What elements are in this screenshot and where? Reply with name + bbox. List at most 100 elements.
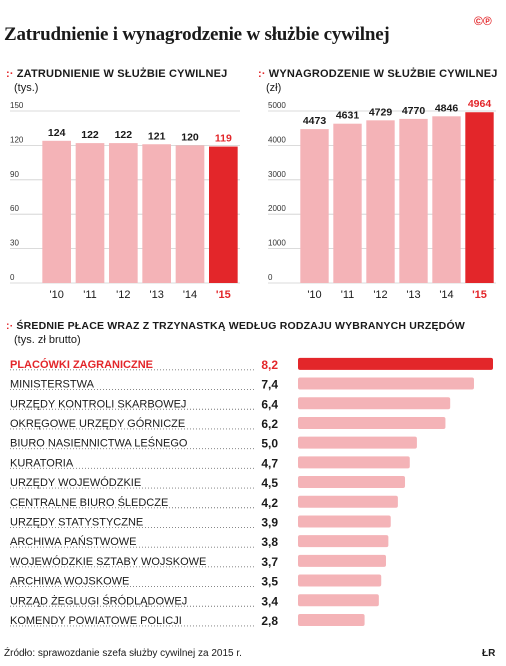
row-value-label: 3,8 [261,535,278,549]
chart2-bar [300,129,329,283]
chart1-bar [209,146,238,283]
row-value-label: 3,7 [261,555,278,569]
chart2-bar [432,116,461,283]
chart1-value-label: 120 [181,131,199,143]
chart2-category-label: '12 [373,289,387,301]
row-value-label: 4,2 [261,496,278,510]
chart1-category-label: '12 [116,289,130,301]
chart1-tick-label: 90 [10,170,19,179]
chart2-category-label: '15 [472,289,487,301]
chart1-category-label: '14 [183,289,197,301]
row-value-label: 2,8 [261,614,278,628]
row-label: URZĘDY WOJEWÓDZKIE [10,476,141,489]
row-label: CENTRALNE BIURO ŚLEDCZE [10,496,168,509]
row-value-label: 3,4 [261,594,278,608]
row-value-label: 8,2 [261,358,278,372]
chart2-bar [465,112,494,283]
chart1-value-label: 119 [215,133,232,145]
row-value-label: 5,0 [261,437,278,451]
bullet-icon: :· [6,68,14,80]
chart3-title-row: :· Średnie płace wraz z trzynastką według… [6,320,465,332]
bullet-icon: :· [6,320,14,332]
chart1-tick-label: 60 [10,204,19,213]
row-label: MINISTERSTWA [10,379,95,391]
chart2-value-label: 4473 [303,115,327,127]
row-value-label: 4,5 [261,476,278,490]
row-value-label: 6,4 [261,397,278,411]
chart1-bar [75,143,105,283]
chart1-bar [175,145,205,283]
chart2-unit: (zł) [266,82,282,94]
row-bar [298,416,446,429]
chart2-category-label: '11 [341,289,355,301]
chart2-bar [333,123,362,283]
page-title: Zatrudnienie i wynagrodzenie w służbie c… [4,24,390,45]
row-label: KOMENDY POWIATOWE POLICJI [10,615,182,627]
row-label: ARCHIWA WOJSKOWE [10,576,129,588]
row-bar [298,397,451,410]
chart2-bar [399,118,428,283]
row-bar [298,377,474,390]
chart1-tick-label: 150 [10,101,24,110]
chart2-category-label: '13 [406,289,420,301]
chart3-unit: (tys. zł brutto) [14,334,81,346]
chart1-title: Zatrudnienie w służbie cywilnej [16,68,228,80]
bullet-icon: :· [258,68,266,80]
chart1-tick-label: 120 [10,135,24,144]
source-note: Źródło: sprawozdanie szefa służby cywiln… [4,648,242,659]
chart1-category-label: '13 [149,289,163,301]
chart2-tick-label: 3000 [268,170,286,179]
row-bar [298,515,391,528]
row-bar [298,456,410,469]
row-bar [298,574,382,587]
chart1-category-label: '10 [49,289,63,301]
row-label: ARCHIWA PAŃSTWOWE [10,535,137,548]
row-label: URZĄD ŻEGLUGI ŚRÓDLĄDOWEJ [10,594,187,607]
row-label: PLACÓWKI ZAGRANICZNE [10,358,153,371]
chart2-value-label: 4729 [369,106,393,118]
chart2-value-label: 4770 [402,105,426,117]
chart2-category-label: '14 [439,289,453,301]
row-value-label: 3,9 [261,515,278,529]
chart1-bar [42,140,71,283]
chart1-unit: (tys.) [14,82,39,94]
chart2-category-label: '10 [307,289,321,301]
row-label: URZĘDY STATYSTYCZNE [10,516,143,528]
chart1-value-label: 122 [115,129,133,141]
chart2-value-label: 4631 [336,110,360,122]
row-bar [298,357,493,370]
row-bar [298,476,406,489]
chart2-tick-label: 2000 [268,204,286,213]
author-initials: ŁR [482,648,496,659]
chart2-tick-label: 4000 [268,135,286,144]
row-value-label: 7,4 [261,378,278,392]
row-label: OKRĘGOWE URZĘDY GÓRNICZE [10,417,185,430]
row-bar [298,554,386,567]
chart1-bar [142,144,171,283]
chart2-title: Wynagrodzenie w służbie cywilnej [268,68,498,80]
row-bar [298,613,365,626]
chart1-tick-label: 0 [10,273,15,282]
chart2-value-label: 4964 [468,98,492,110]
chart2-bar [366,120,395,283]
chart1-category-label: '11 [83,289,97,301]
chart2-title-row: :· Wynagrodzenie w służbie cywilnej [258,68,498,80]
chart1-category-label: '15 [216,289,231,301]
row-label: URZĘDY KONTROLI SKARBOWEJ [10,398,186,410]
chart1-bar [109,143,138,283]
chart1-tick-label: 30 [10,239,19,248]
chart3-title: Średnie płace wraz z trzynastką według r… [16,320,465,332]
row-value-label: 6,2 [261,417,278,431]
chart1-value-label: 124 [48,127,66,139]
chart1-value-label: 121 [148,130,166,142]
row-value-label: 3,5 [261,575,278,589]
row-bar [298,594,379,607]
row-label: BIURO NASIENNICTWA LEŚNEGO [10,437,188,450]
publisher-logo-icon: ©℗ [474,14,492,28]
chart2-tick-label: 0 [268,273,273,282]
row-bar [298,436,417,449]
row-bar [298,495,398,508]
row-bar [298,535,389,548]
row-label: WOJEWÓDZKIE SZTABY WOJSKOWE [10,555,206,568]
